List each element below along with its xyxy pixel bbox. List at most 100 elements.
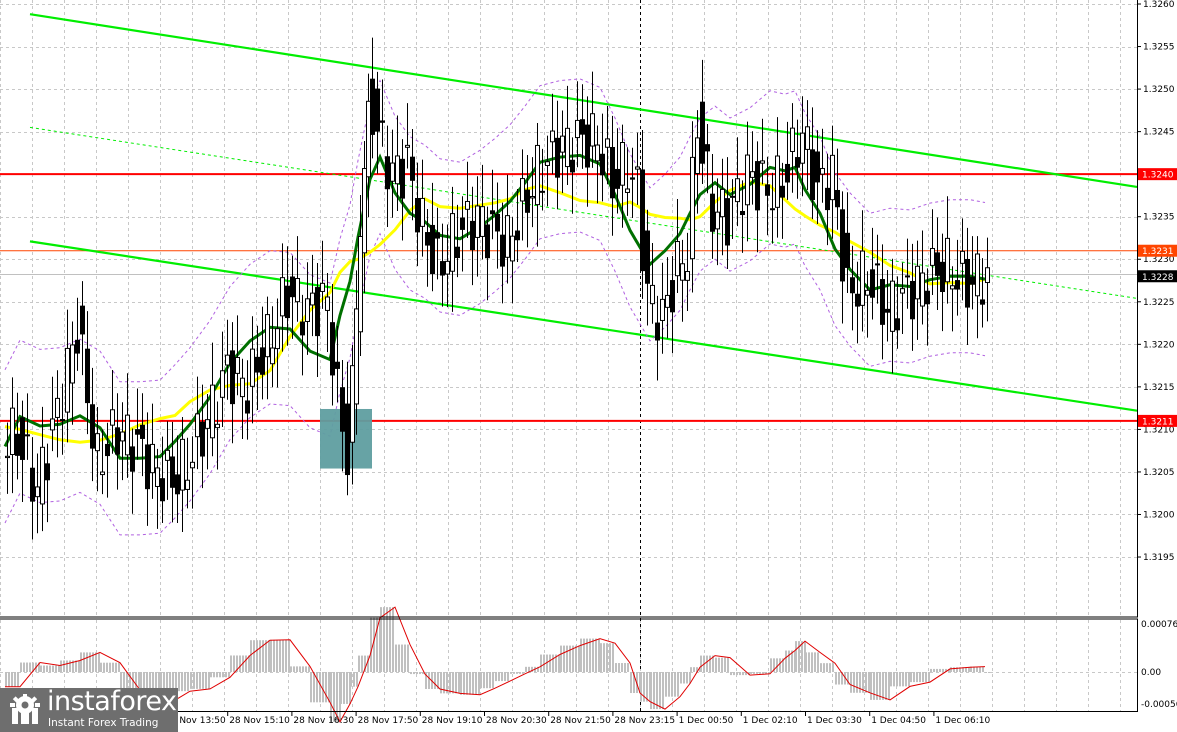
macd-bar	[250, 640, 252, 672]
macd-bar	[589, 638, 591, 672]
candle-body	[55, 397, 60, 418]
macd-bar	[555, 654, 557, 672]
candle-body	[85, 348, 90, 404]
candle-body	[725, 198, 730, 246]
macd-bar	[513, 672, 515, 674]
macd-bar	[498, 672, 500, 682]
gear-person-icon	[10, 694, 40, 724]
macd-bar	[759, 672, 761, 674]
macd-bar	[434, 672, 436, 689]
macd-bar	[603, 643, 605, 672]
candle-body	[60, 419, 65, 422]
candle-body	[520, 178, 525, 202]
macd-bar	[129, 672, 131, 691]
macd-bar	[865, 672, 867, 693]
macd-bar	[680, 672, 682, 684]
macd-bar	[501, 672, 503, 682]
candle-body	[835, 189, 840, 208]
candle-body	[185, 479, 190, 490]
macd-bar	[480, 672, 482, 689]
macd-bar	[475, 672, 477, 695]
macd-bar	[876, 672, 878, 700]
candle-body	[590, 113, 595, 147]
candle-body	[900, 288, 905, 294]
macd-bar	[572, 645, 574, 672]
candle-body	[180, 438, 185, 491]
macd-bar	[583, 638, 585, 672]
macd-bar	[225, 672, 227, 678]
candle-body	[970, 276, 975, 285]
candle-body	[50, 418, 55, 431]
candle-body	[880, 279, 885, 325]
candle-body	[925, 290, 930, 305]
candle-body	[965, 258, 970, 308]
macd-bar	[172, 672, 174, 701]
price-tick-label: 1.3215	[1143, 383, 1175, 393]
macd-bar	[859, 672, 861, 693]
candle-body	[415, 197, 420, 233]
candle-body	[470, 220, 475, 251]
price-tag-label: 1.3228	[1142, 273, 1174, 283]
macd-bar	[392, 607, 394, 672]
macd-bar	[795, 641, 797, 672]
candle-body	[230, 350, 235, 405]
macd-bar	[126, 672, 128, 691]
macd-bar	[665, 672, 667, 697]
macd-bar	[700, 655, 702, 672]
candle-body	[555, 137, 560, 178]
macd-bar	[8, 672, 10, 687]
macd-bar	[288, 639, 290, 672]
candle-body	[640, 169, 645, 272]
candle-body	[945, 237, 950, 283]
candle-body	[620, 142, 625, 186]
macd-bar	[380, 607, 382, 672]
price-tag-bg	[1138, 414, 1177, 427]
macd-bar	[868, 672, 870, 693]
macd-bar	[349, 672, 351, 704]
candle-body	[155, 467, 160, 487]
candle-body	[370, 78, 375, 135]
macd-bar	[483, 672, 485, 689]
candle-body	[195, 413, 200, 438]
macd-bar	[458, 672, 460, 694]
macd-bar	[452, 672, 454, 694]
candle-body	[315, 287, 320, 337]
macd-bar	[643, 672, 645, 702]
candle-body	[975, 253, 980, 297]
candle-body	[560, 135, 565, 153]
macd-bar	[17, 672, 19, 687]
candle-body	[140, 424, 145, 439]
macd-bar	[656, 672, 658, 710]
macd-bar	[383, 607, 385, 672]
macd-bar	[689, 672, 691, 684]
macd-bar	[715, 657, 717, 672]
macd-bar	[922, 672, 924, 683]
macd-bar	[899, 672, 901, 687]
macd-bar	[522, 672, 524, 674]
macd-bar	[199, 672, 201, 689]
macd-bar	[662, 672, 664, 710]
candle-body	[655, 322, 660, 341]
macd-bar	[953, 667, 955, 672]
macd-bar	[325, 672, 327, 703]
macd-bar	[753, 672, 755, 674]
candle-body	[685, 271, 690, 281]
macd-bar	[627, 663, 629, 672]
macd-bar	[364, 655, 366, 672]
candle-body	[20, 417, 25, 460]
candle-body	[335, 361, 340, 369]
macd-bar	[683, 672, 685, 684]
macd-bar	[727, 657, 729, 672]
macd-bar	[38, 662, 40, 672]
macd-bar	[248, 655, 250, 672]
candle-body	[670, 280, 675, 313]
macd-bar	[236, 655, 238, 672]
candle-body	[730, 195, 735, 198]
macd-bar	[847, 672, 849, 685]
candle-body	[330, 322, 335, 376]
candle-body	[495, 213, 500, 232]
macd-bar	[72, 660, 74, 672]
macd-bar	[175, 672, 177, 692]
macd-bar	[43, 665, 45, 672]
